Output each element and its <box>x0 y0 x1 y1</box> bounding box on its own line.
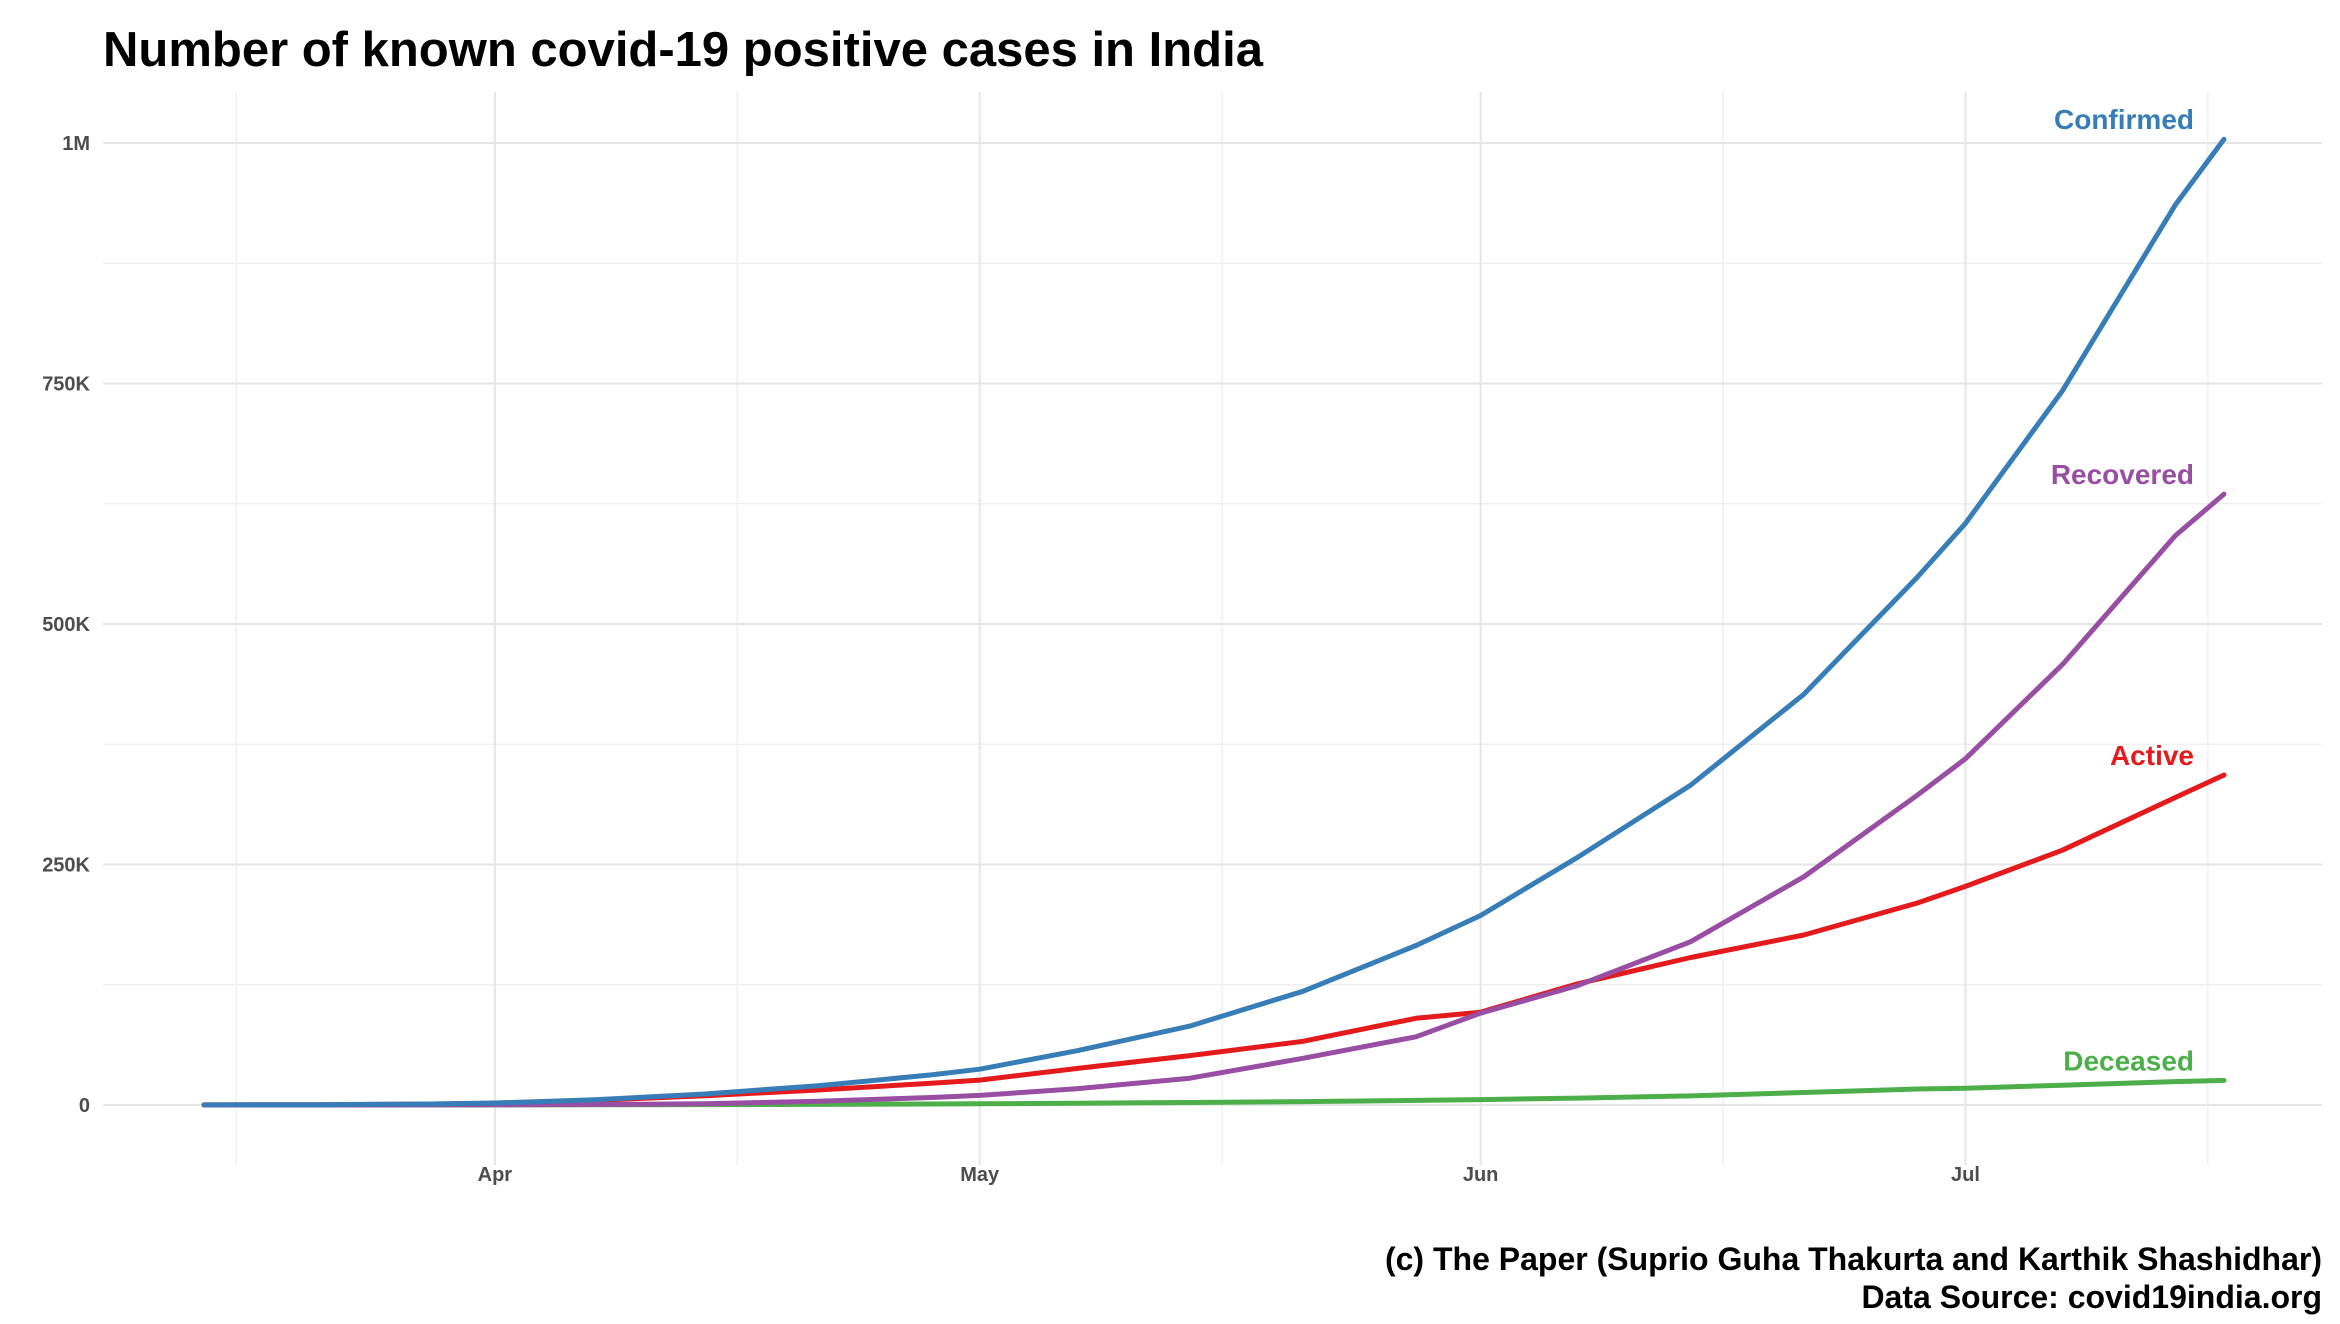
y-tick-label: 250K <box>42 855 90 877</box>
chart-title: Number of known covid-19 positive cases … <box>103 23 1264 77</box>
grid <box>103 92 2322 1165</box>
series-lines <box>201 136 2227 1108</box>
y-tick-label: 750K <box>42 374 90 396</box>
x-tick-label: May <box>960 1164 1000 1186</box>
x-tick-label: Apr <box>478 1164 513 1186</box>
y-axis: 0 250K 500K 750K 1M <box>42 133 90 1117</box>
x-tick-label: Jul <box>1951 1164 1980 1186</box>
series-label-deceased: Deceased <box>2063 1045 2194 1076</box>
series-line-confirmed <box>201 136 2227 1108</box>
series-label-confirmed: Confirmed <box>2054 104 2194 135</box>
y-tick-label: 0 <box>79 1095 90 1117</box>
series-line-active <box>201 772 2227 1108</box>
caption-credit: (c) The Paper (Suprio Guha Thakurta and … <box>1385 1241 2322 1277</box>
caption-source: Data Source: covid19india.org <box>1861 1279 2322 1315</box>
x-axis: Apr May Jun Jul <box>478 1164 1980 1186</box>
series-line-recovered <box>201 491 2227 1108</box>
series-labels: Confirmed Recovered Active Deceased <box>2051 104 2194 1076</box>
x-tick-label: Jun <box>1463 1164 1499 1186</box>
series-label-active: Active <box>2110 740 2194 771</box>
y-tick-label: 500K <box>42 614 90 636</box>
y-tick-label: 1M <box>62 133 90 155</box>
series-label-recovered: Recovered <box>2051 459 2194 490</box>
